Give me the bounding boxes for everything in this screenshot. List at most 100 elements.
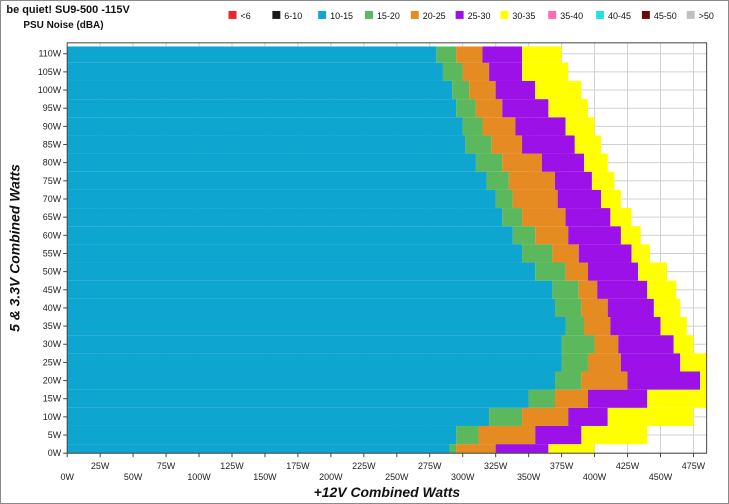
y-tick-label: 60W (43, 230, 62, 240)
heatmap-cell (475, 99, 503, 118)
heatmap-cell (607, 407, 694, 426)
heatmap-cell (607, 298, 654, 318)
heatmap-cell (478, 425, 536, 445)
heatmap-cell (495, 80, 536, 100)
heatmap-cell (67, 353, 562, 372)
heatmap-cell (67, 62, 443, 81)
heatmap-cell (700, 371, 707, 390)
legend-swatch (410, 10, 419, 19)
heatmap-cell (568, 407, 608, 426)
y-tick-label: 50W (43, 267, 62, 277)
legend-swatch (455, 10, 464, 19)
heatmap-cell (653, 298, 681, 318)
legend-label: 35-40 (560, 11, 583, 21)
plot-border (66, 42, 708, 454)
heatmap-cell (67, 46, 437, 63)
heatmap-cell (620, 353, 681, 372)
y-tick-label: 25W (43, 357, 62, 367)
heatmap-cell (561, 353, 588, 372)
y-tick-label: 30W (43, 339, 62, 349)
y-tick-label: 75W (43, 176, 62, 186)
heatmap-cell (522, 46, 562, 63)
heatmap-cell (565, 117, 595, 136)
heatmap-cell (680, 353, 707, 372)
heatmap-cell (673, 335, 694, 354)
heatmap-cell (486, 171, 509, 190)
y-tick-label: 110W (38, 49, 61, 59)
x-tick-label: 200W (319, 472, 343, 482)
heatmap-cell (482, 46, 523, 63)
x-tick-label: 150W (253, 472, 277, 482)
heatmap-cell (522, 244, 553, 263)
heatmap-cell (502, 153, 542, 172)
heatmap-cell (436, 46, 457, 63)
x-tick-label: 400W (583, 472, 607, 482)
heatmap-cell (495, 189, 513, 209)
legend-label: <6 (240, 11, 250, 21)
y-tick-label: 100W (38, 85, 62, 95)
heatmap-cell (578, 244, 632, 263)
heatmap-cell (491, 135, 523, 154)
heatmap-cell (581, 298, 608, 318)
y-tick-label: 85W (43, 140, 62, 150)
x-tick-label: 225W (352, 461, 376, 471)
x-tick-label: 275W (418, 461, 442, 471)
x-tick-label: 350W (517, 472, 541, 482)
x-tick-label: 450W (649, 472, 673, 482)
heatmap-cell (578, 280, 598, 299)
x-tick-label: 175W (286, 461, 310, 471)
heatmap-cell (631, 244, 650, 263)
heatmap-cell (462, 117, 483, 136)
legend-label: 40-45 (608, 11, 631, 21)
heatmap-cell (610, 317, 661, 336)
y-axis-label: 5 & 3.3V Combined Watts (6, 164, 22, 332)
x-axis-ticks: 25W 75W 125W 175W 225W 275W 325W 375W 425W 475W 0W… (60, 453, 706, 482)
y-axis-ticks: 0W 5W 10W 15W 20W 25W 30W 35W 40W 45W 50W 55W 60W 65W… (38, 49, 68, 458)
heatmap-cell (456, 99, 476, 118)
heatmap-cell (67, 444, 450, 454)
heatmap-cell (555, 371, 582, 390)
heatmap-cell (482, 117, 516, 136)
heatmap-cell (67, 407, 490, 426)
heatmap-cell (452, 80, 470, 100)
y-tick-label: 90W (43, 121, 62, 131)
legend-swatch (641, 10, 650, 19)
heatmap-cell (565, 208, 611, 227)
heatmap-cell (555, 389, 588, 408)
y-tick-label: 80W (43, 158, 62, 168)
x-tick-label: 100W (187, 472, 211, 482)
heatmap-cell (67, 335, 562, 354)
heatmap-cell (548, 444, 595, 454)
legend-label: 6-10 (284, 11, 302, 21)
x-tick-label: 0W (60, 472, 74, 482)
heatmap-cell (552, 280, 579, 299)
heatmap-cell (597, 280, 648, 299)
heatmap-cell (522, 407, 569, 426)
heatmap-cell (591, 171, 615, 190)
legend-label: 20-25 (423, 11, 446, 21)
heatmap-cell (647, 389, 707, 408)
y-tick-label: 105W (38, 67, 62, 77)
heatmap-cell (555, 298, 582, 318)
heatmap-cell (67, 317, 566, 336)
y-tick-label: 70W (43, 194, 62, 204)
legend-swatch (548, 10, 557, 19)
x-axis-label: +12V Combined Watts (314, 484, 461, 500)
x-tick-label: 425W (616, 461, 640, 471)
legend-swatch (364, 10, 373, 19)
heatmap-cell (601, 189, 621, 209)
y-tick-label: 40W (43, 303, 62, 313)
y-tick-label: 20W (43, 376, 62, 386)
heatmap-cell (456, 46, 483, 63)
heatmap-cell (528, 389, 556, 408)
heatmap-cell (67, 298, 556, 318)
y-tick-label: 95W (43, 103, 62, 113)
heatmap-cell (67, 135, 466, 154)
legend-swatch (686, 10, 695, 19)
heatmap-cell (535, 226, 569, 245)
heatmap-cell (587, 353, 621, 372)
heatmap-cell (67, 189, 496, 209)
heatmap-cell (67, 171, 487, 190)
heatmap-cell (574, 135, 602, 154)
heatmap-cell (512, 189, 558, 209)
